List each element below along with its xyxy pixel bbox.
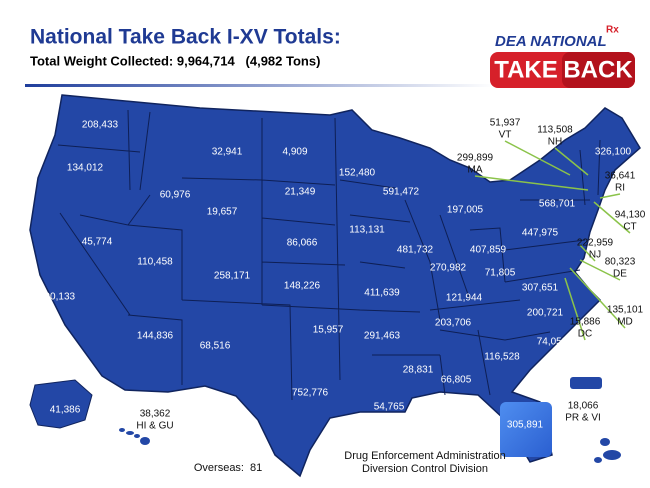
state-value: 148,226: [284, 281, 321, 292]
state-value: 208,433: [82, 120, 119, 131]
state-value: 752,776: [292, 388, 329, 399]
leader-line: [579, 259, 621, 281]
overseas-value: 81: [250, 462, 262, 474]
state-value: 203,706: [435, 318, 472, 329]
state-value: 71,805: [485, 268, 516, 279]
state-value: 28,831: [403, 365, 434, 376]
footer-agency: Drug Enforcement Administration: [344, 450, 505, 462]
callout-abbr: VT: [499, 130, 512, 141]
logo-rx: Rx: [606, 25, 619, 36]
state-value: 890,133: [39, 292, 76, 303]
header-rule: [25, 84, 495, 87]
title: National Take Back I-XV Totals:: [30, 26, 341, 49]
hawaii: [119, 428, 150, 445]
virgin-islands: [594, 438, 621, 463]
callout-value: 15,886: [570, 317, 601, 328]
state-value: 32,941: [212, 147, 243, 158]
callout-abbr: MD: [617, 317, 633, 328]
state-value: 305,891: [507, 420, 544, 431]
callout-value: 51,937: [490, 118, 521, 129]
state-value: 54,765: [374, 402, 405, 413]
state-value: 45,774: [82, 237, 113, 248]
state-value: 121,944: [446, 293, 483, 304]
subtitle: Total Weight Collected: 9,964,714 (4,982…: [30, 53, 320, 68]
state-value: 15,957: [313, 325, 344, 336]
state-value: 86,066: [287, 238, 318, 249]
state-value: 411,639: [364, 288, 400, 299]
state-value: 481,732: [397, 245, 434, 256]
leader-line: [504, 140, 571, 176]
leader-line: [569, 267, 626, 329]
state-value: 19,657: [207, 207, 238, 218]
leader-line: [599, 193, 621, 199]
state-value: 200,721: [527, 308, 564, 319]
state-value: 568,701: [539, 199, 576, 210]
callout-abbr: DC: [578, 329, 592, 340]
overseas-label: Overseas:: [194, 462, 244, 474]
logo-back: BACK: [563, 56, 633, 83]
leader-line: [564, 277, 586, 341]
alaska: [29, 379, 93, 429]
footer-division: Diversion Control Division: [362, 463, 488, 475]
florida-highlight: [500, 402, 552, 457]
state-value: 21,349: [285, 187, 316, 198]
state-value: 258,171: [214, 271, 251, 282]
callout-value: 94,130: [615, 210, 646, 221]
puerto-rico: [570, 377, 602, 389]
labels: 208,433 134,012 60,976 32,941 4,909 21,349 19,…: [39, 118, 646, 432]
leader-line: [579, 244, 596, 262]
state-value: 447,975: [522, 228, 559, 239]
callout-abbr: DE: [613, 269, 627, 280]
state-value: 197,005: [447, 205, 484, 216]
callout-value: 222,959: [577, 238, 614, 249]
state-value: 110,458: [137, 257, 173, 268]
state-value: 116,528: [484, 352, 520, 363]
state-value: 326,100: [595, 147, 632, 158]
state-value: 4,909: [282, 147, 307, 158]
state-value: 291,463: [364, 331, 401, 342]
state-value: 307,651: [522, 283, 559, 294]
logo-take: TAKE: [494, 56, 558, 83]
callout-abbr: CT: [623, 222, 636, 233]
callout-value: 299,899: [457, 153, 494, 164]
callout-abbr: NJ: [589, 250, 601, 261]
callout-value: 36,641: [605, 171, 636, 182]
state-value: 152,480: [339, 168, 376, 179]
callout-value: 80,323: [605, 257, 636, 268]
callout-abbr: MA: [468, 165, 483, 176]
state-value: 407,859: [470, 245, 507, 256]
state-value: 41,386: [50, 405, 81, 416]
state-value: 60,976: [160, 190, 191, 201]
leader-line: [593, 201, 631, 234]
state-value: 74,059: [537, 337, 568, 348]
callout-abbr: RI: [615, 183, 625, 194]
state-value: 270,982: [430, 263, 467, 274]
callout-value: 18,066: [568, 401, 599, 412]
state-value: 66,805: [441, 375, 472, 386]
leader-line: [554, 147, 589, 176]
callout-value: 135,101: [607, 305, 644, 316]
callout-value: 113,508: [537, 125, 573, 136]
state-value: 134,012: [67, 163, 104, 174]
logo-top: DEA NATIONAL: [495, 33, 607, 50]
state-value: 113,131: [349, 225, 385, 236]
callout-abbr: PR & VI: [565, 413, 601, 424]
state-value: 68,516: [200, 341, 231, 352]
leader-line: [474, 175, 589, 191]
state-borders: [57, 109, 601, 401]
callout-abbr: NH: [548, 137, 562, 148]
callout-value: 38,362: [140, 409, 171, 420]
state-value: 144,836: [137, 331, 174, 342]
state-value: 591,472: [383, 187, 420, 198]
logo-box-right: [562, 52, 635, 88]
callout-abbr: HI & GU: [136, 421, 173, 432]
